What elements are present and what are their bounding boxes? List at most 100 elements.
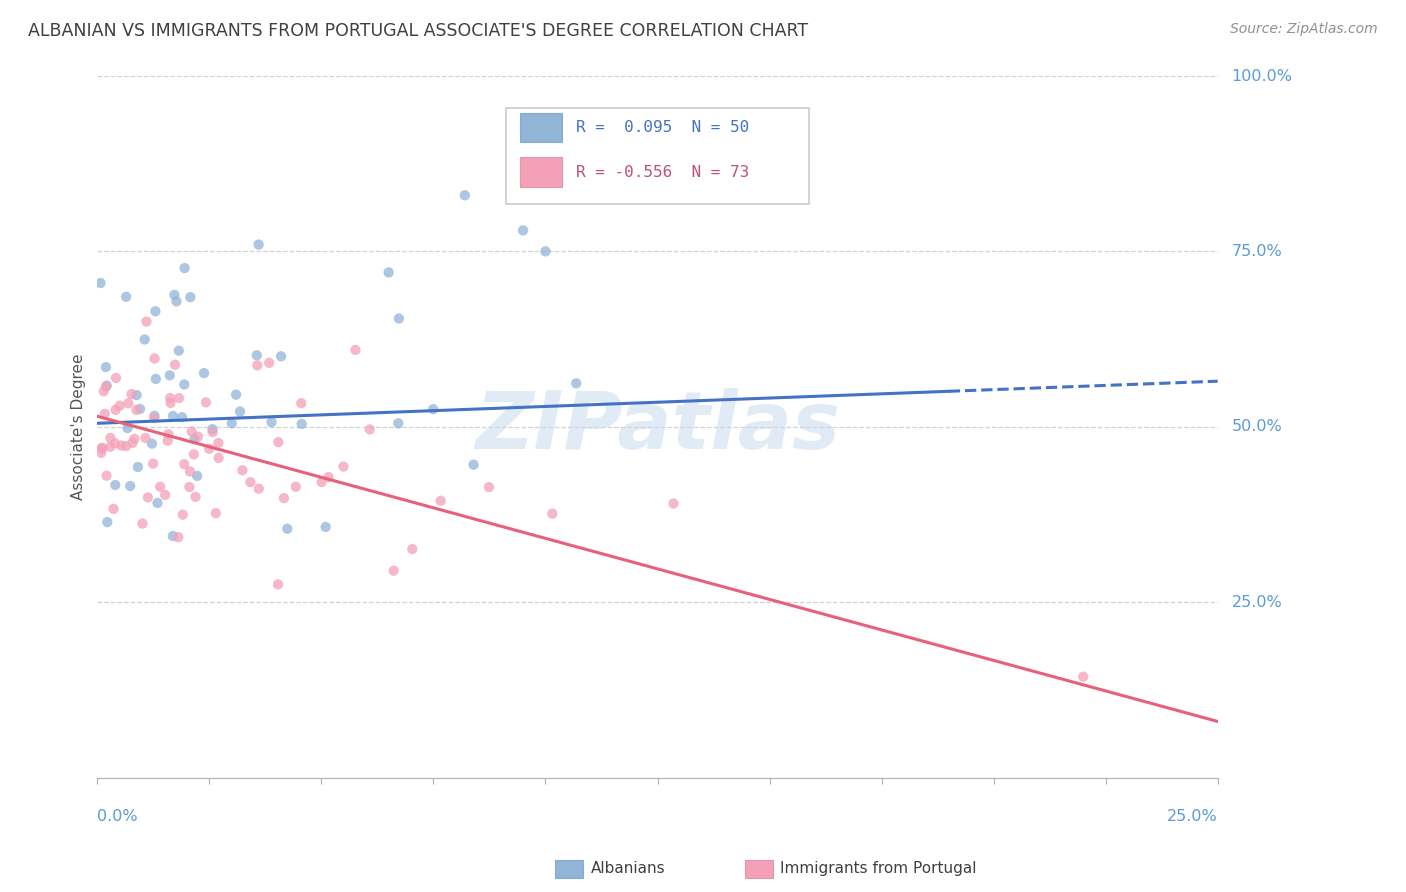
Point bbox=[167, 530, 190, 544]
Point bbox=[382, 564, 405, 578]
Point bbox=[136, 491, 159, 505]
Text: Albanians: Albanians bbox=[591, 862, 665, 876]
Point bbox=[478, 480, 501, 494]
Point bbox=[284, 480, 307, 494]
Point bbox=[91, 442, 114, 456]
Text: R =  0.095  N = 50: R = 0.095 N = 50 bbox=[575, 120, 749, 135]
Point bbox=[344, 343, 367, 357]
Point bbox=[276, 522, 298, 536]
Point bbox=[94, 379, 117, 393]
Point bbox=[173, 261, 195, 276]
Point bbox=[143, 351, 166, 366]
Point bbox=[127, 460, 149, 475]
Point bbox=[96, 378, 118, 392]
Text: 25.0%: 25.0% bbox=[1167, 809, 1218, 824]
Point bbox=[246, 359, 269, 373]
Point bbox=[91, 441, 114, 455]
Point bbox=[290, 396, 312, 410]
Point bbox=[159, 368, 181, 383]
Point bbox=[173, 377, 195, 392]
Point bbox=[135, 314, 157, 328]
Point bbox=[103, 501, 125, 516]
Point bbox=[115, 290, 138, 304]
Point bbox=[311, 475, 333, 489]
Point bbox=[104, 436, 127, 450]
Text: 25.0%: 25.0% bbox=[1232, 595, 1282, 610]
Text: R = -0.556  N = 73: R = -0.556 N = 73 bbox=[575, 165, 749, 179]
Point bbox=[167, 343, 190, 358]
Point bbox=[565, 376, 588, 391]
Point bbox=[98, 440, 121, 454]
Point bbox=[94, 359, 117, 374]
Point bbox=[104, 403, 127, 417]
Point bbox=[141, 436, 163, 450]
Point bbox=[193, 366, 215, 380]
Point bbox=[388, 311, 411, 326]
Point bbox=[246, 348, 269, 362]
Text: 50.0%: 50.0% bbox=[1232, 419, 1282, 434]
Point bbox=[247, 237, 270, 252]
Point bbox=[142, 457, 165, 471]
Point bbox=[1071, 670, 1094, 684]
Point bbox=[125, 388, 148, 402]
Point bbox=[512, 223, 534, 237]
Text: ZIPatlas: ZIPatlas bbox=[475, 388, 839, 466]
Text: Source: ZipAtlas.com: Source: ZipAtlas.com bbox=[1230, 22, 1378, 37]
FancyBboxPatch shape bbox=[506, 108, 808, 204]
Point bbox=[134, 431, 156, 445]
Point bbox=[207, 436, 229, 450]
Point bbox=[104, 478, 127, 492]
Point bbox=[207, 450, 229, 465]
Point bbox=[179, 480, 201, 494]
Point bbox=[110, 438, 132, 452]
Point bbox=[162, 529, 184, 543]
Point bbox=[104, 371, 127, 385]
Point bbox=[315, 520, 337, 534]
Point bbox=[231, 463, 253, 477]
Point bbox=[267, 435, 290, 450]
Point bbox=[401, 542, 423, 557]
Point bbox=[180, 425, 202, 439]
Point bbox=[129, 401, 152, 416]
Point bbox=[332, 459, 354, 474]
Text: Immigrants from Portugal: Immigrants from Portugal bbox=[780, 862, 977, 876]
Point bbox=[134, 333, 156, 347]
Point bbox=[541, 507, 564, 521]
Point bbox=[172, 508, 194, 522]
Point bbox=[291, 417, 314, 431]
Point bbox=[145, 372, 167, 386]
Point bbox=[229, 404, 252, 418]
Point bbox=[149, 480, 172, 494]
Point bbox=[89, 276, 111, 290]
Point bbox=[159, 396, 181, 410]
Point bbox=[184, 490, 207, 504]
Point bbox=[534, 244, 557, 259]
Point bbox=[186, 469, 208, 483]
Point bbox=[187, 430, 209, 444]
Point bbox=[194, 395, 217, 409]
FancyBboxPatch shape bbox=[520, 157, 562, 186]
Point bbox=[159, 391, 181, 405]
Point bbox=[429, 493, 451, 508]
FancyBboxPatch shape bbox=[520, 112, 562, 142]
Point bbox=[96, 515, 118, 529]
Point bbox=[156, 434, 179, 448]
Text: 100.0%: 100.0% bbox=[1232, 69, 1292, 84]
Point bbox=[120, 479, 142, 493]
Point bbox=[115, 439, 138, 453]
Point bbox=[125, 403, 148, 417]
Point bbox=[270, 349, 292, 363]
Point bbox=[120, 387, 142, 401]
Point bbox=[273, 491, 295, 505]
Point bbox=[143, 411, 166, 425]
Point bbox=[121, 436, 143, 450]
Point bbox=[221, 417, 243, 431]
Point bbox=[183, 432, 205, 446]
Point bbox=[225, 387, 247, 401]
Point bbox=[163, 358, 186, 372]
Point bbox=[124, 432, 146, 446]
Point bbox=[170, 410, 193, 425]
Point bbox=[117, 421, 139, 435]
Point bbox=[179, 465, 201, 479]
Y-axis label: Associate's Degree: Associate's Degree bbox=[72, 353, 86, 500]
